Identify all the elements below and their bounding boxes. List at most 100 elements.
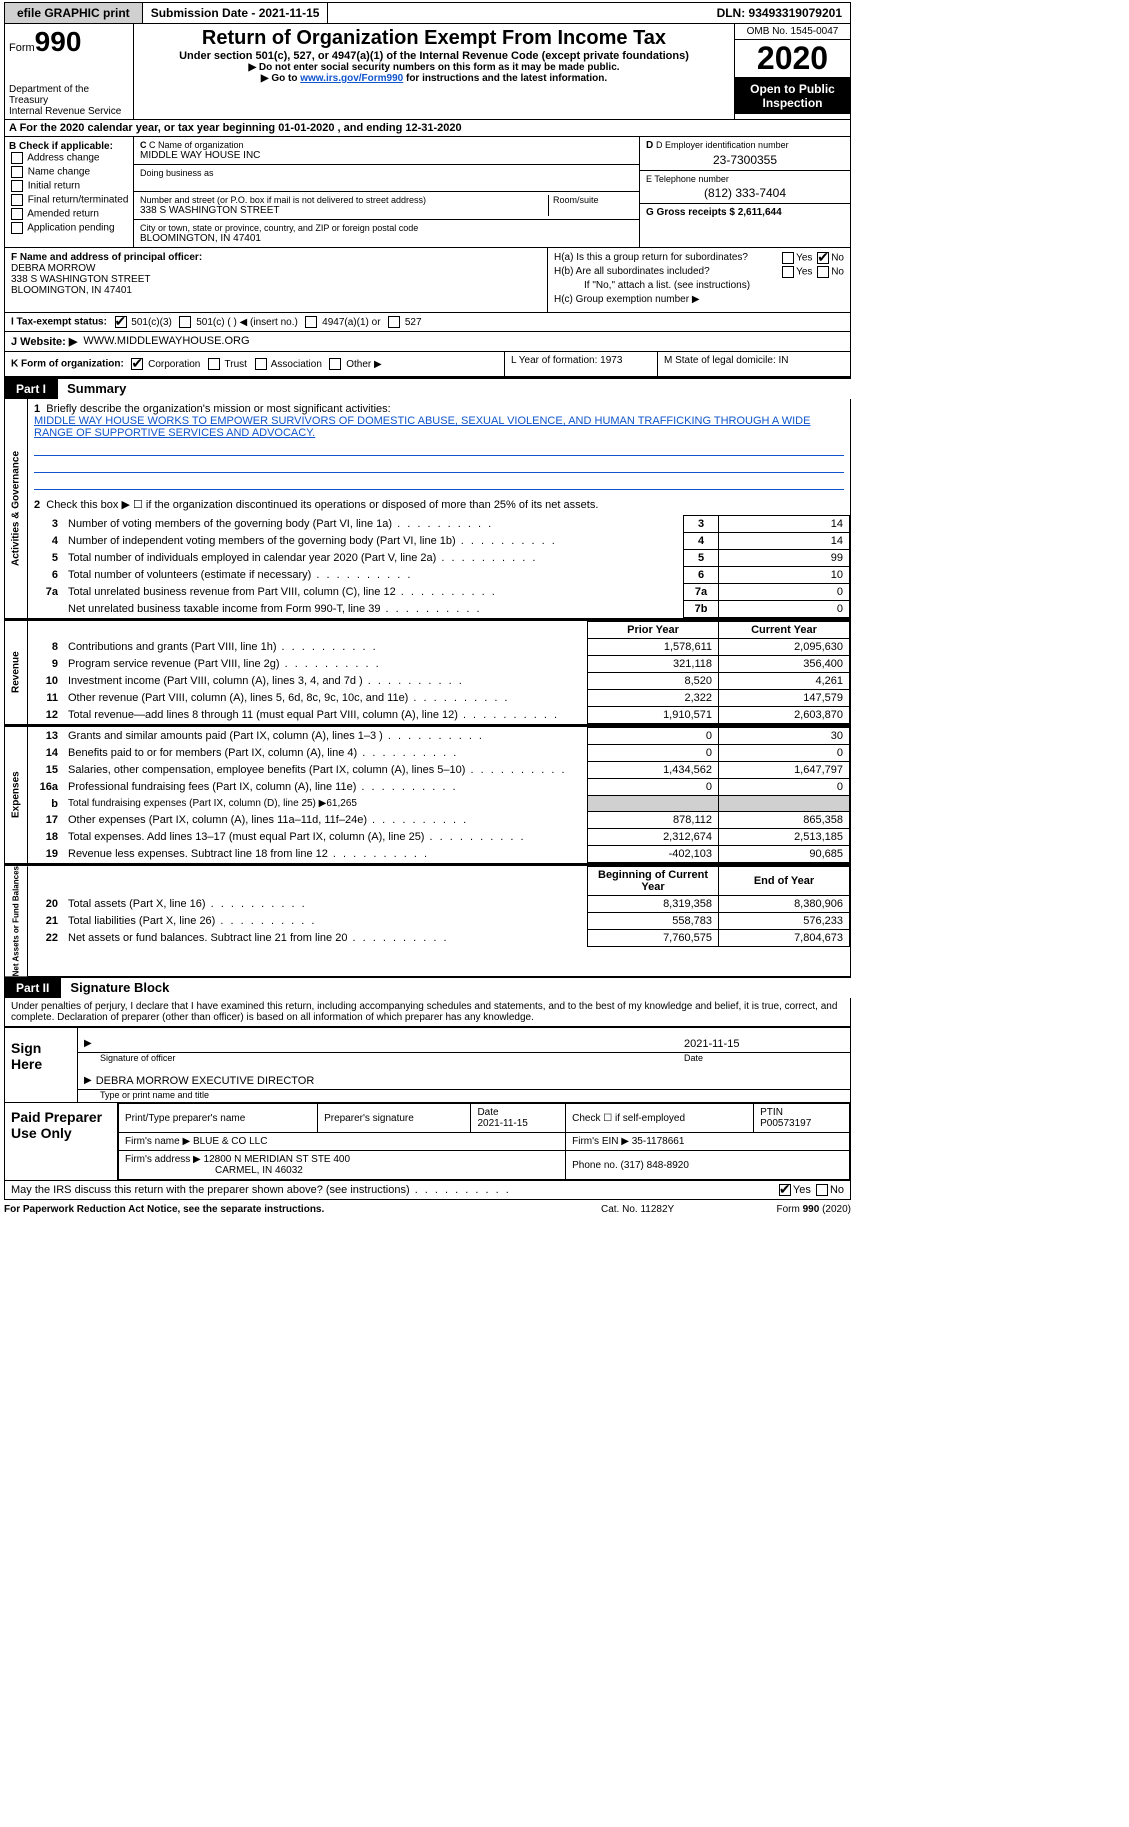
tax-exempt-status: I Tax-exempt status: 501(c)(3) 501(c) ( … bbox=[4, 313, 851, 332]
website-value[interactable]: WWW.MIDDLEWAYHOUSE.ORG bbox=[77, 335, 249, 348]
vlabel-governance: Activities & Governance bbox=[5, 399, 28, 618]
perjury-declaration: Under penalties of perjury, I declare th… bbox=[4, 998, 851, 1027]
k-opt[interactable]: Other ▶ bbox=[322, 359, 382, 370]
efile-print-button[interactable]: efile GRAPHIC print bbox=[5, 3, 143, 23]
part1-header: Part I bbox=[4, 379, 58, 399]
website-label: J Website: ▶ bbox=[11, 335, 77, 348]
sig-date: 2021-11-15 bbox=[684, 1038, 844, 1050]
paid-preparer-label: Paid Preparer Use Only bbox=[5, 1103, 118, 1180]
table-row: 16aProfessional fundraising fees (Part I… bbox=[28, 779, 850, 796]
status-opt[interactable]: 501(c)(3) bbox=[110, 317, 172, 328]
ptin-value: P00573197 bbox=[760, 1118, 811, 1129]
table-row: 17Other expenses (Part IX, column (A), l… bbox=[28, 812, 850, 829]
omb-number: OMB No. 1545-0047 bbox=[735, 24, 850, 40]
goto-note: ▶ Go to www.irs.gov/Form990 for instruct… bbox=[137, 73, 731, 84]
vlabel-expenses: Expenses bbox=[5, 727, 28, 863]
table-row: 21Total liabilities (Part X, line 26)558… bbox=[28, 913, 850, 930]
firm-addr: 12800 N MERIDIAN ST STE 400 bbox=[204, 1154, 351, 1165]
city-state-zip: BLOOMINGTON, IN 47401 bbox=[140, 233, 633, 244]
vlabel-netassets: Net Assets or Fund Balances bbox=[5, 866, 28, 976]
period-line: A For the 2020 calendar year, or tax yea… bbox=[4, 120, 851, 137]
table-row: 3Number of voting members of the governi… bbox=[28, 516, 850, 533]
table-row: 13Grants and similar amounts paid (Part … bbox=[28, 728, 850, 745]
firm-name: BLUE & CO LLC bbox=[193, 1136, 267, 1147]
firm-ein: 35-1178661 bbox=[632, 1136, 685, 1147]
hb-note: If "No," attach a list. (see instruction… bbox=[554, 280, 844, 291]
mission-label: Briefly describe the organization's miss… bbox=[46, 403, 390, 415]
sign-here-label: Sign Here bbox=[5, 1028, 78, 1102]
dept-treasury: Department of the Treasury bbox=[9, 84, 129, 106]
name-sub-label: Type or print name and title bbox=[78, 1090, 850, 1102]
check-applicable: B Check if applicable: Address change Na… bbox=[5, 137, 134, 247]
vlabel-revenue: Revenue bbox=[5, 621, 28, 724]
table-row: 18Total expenses. Add lines 13–17 (must … bbox=[28, 829, 850, 846]
triangle-icon: ▶ bbox=[84, 1075, 92, 1087]
table-row: 6Total number of volunteers (estimate if… bbox=[28, 567, 850, 584]
cat-no: Cat. No. 11282Y bbox=[601, 1204, 721, 1215]
status-opt[interactable]: 527 bbox=[381, 317, 422, 328]
officer-print-name: DEBRA MORROW EXECUTIVE DIRECTOR bbox=[96, 1075, 844, 1087]
table-row: 12Total revenue—add lines 8 through 11 (… bbox=[28, 707, 850, 724]
check-item[interactable]: Initial return bbox=[9, 180, 129, 192]
form-of-org: K Form of organization: Corporation Trus… bbox=[5, 352, 504, 376]
table-row: Net unrelated business taxable income fr… bbox=[28, 601, 850, 618]
table-row: 7aTotal unrelated business revenue from … bbox=[28, 584, 850, 601]
prep-sig-hdr: Preparer's signature bbox=[318, 1104, 471, 1133]
check-item[interactable]: Name change bbox=[9, 166, 129, 178]
mission-text: MIDDLE WAY HOUSE WORKS TO EMPOWER SURVIV… bbox=[34, 415, 810, 439]
discuss-yes-check[interactable] bbox=[779, 1184, 791, 1196]
table-row: bTotal fundraising expenses (Part IX, co… bbox=[28, 796, 850, 812]
gross-receipts: G Gross receipts $ 2,611,644 bbox=[646, 207, 844, 218]
year-formation: L Year of formation: 1973 bbox=[504, 352, 657, 376]
prep-name-hdr: Print/Type preparer's name bbox=[119, 1104, 318, 1133]
table-row: 19Revenue less expenses. Subtract line 1… bbox=[28, 846, 850, 863]
self-employed-check: Check ☐ if self-employed bbox=[566, 1104, 754, 1133]
k-opt[interactable]: Trust bbox=[200, 359, 247, 370]
status-opt[interactable]: 501(c) ( ) ◀ (insert no.) bbox=[172, 317, 298, 328]
table-row: 9Program service revenue (Part VIII, lin… bbox=[28, 656, 850, 673]
officer-name: DEBRA MORROW bbox=[11, 263, 541, 274]
table-row: 10Investment income (Part VIII, column (… bbox=[28, 673, 850, 690]
org-name: MIDDLE WAY HOUSE INC bbox=[140, 150, 633, 161]
form-title: Return of Organization Exempt From Incom… bbox=[137, 27, 731, 50]
sig-officer-label: Signature of officer bbox=[78, 1053, 662, 1065]
check-item[interactable]: Final return/terminated bbox=[9, 194, 129, 206]
table-row: 20Total assets (Part X, line 16)8,319,35… bbox=[28, 896, 850, 913]
table-row: 22Net assets or fund balances. Subtract … bbox=[28, 930, 850, 947]
triangle-icon: ▶ bbox=[84, 1038, 92, 1050]
part2-header: Part II bbox=[4, 978, 61, 998]
form-header: Form990 Department of the Treasury Inter… bbox=[4, 24, 851, 120]
submission-date: Submission Date - 2021-11-15 bbox=[143, 3, 329, 23]
hb-line: H(b) Are all subordinates included? Yes … bbox=[554, 266, 844, 277]
form-footer: Form 990 (2020) bbox=[721, 1204, 851, 1215]
part2-title: Signature Block bbox=[64, 980, 169, 995]
k-opt[interactable]: Association bbox=[247, 359, 322, 370]
check-item[interactable]: Application pending bbox=[9, 222, 129, 234]
open-to-public: Open to Public Inspection bbox=[735, 78, 850, 114]
firm-phone: (317) 848-8920 bbox=[621, 1160, 689, 1171]
tax-year: 2020 bbox=[735, 40, 850, 78]
discuss-no-check[interactable] bbox=[816, 1184, 828, 1196]
firm-addr2: CARMEL, IN 46032 bbox=[125, 1165, 303, 1176]
form-number: Form990 bbox=[9, 26, 129, 58]
table-row: 8Contributions and grants (Part VIII, li… bbox=[28, 639, 850, 656]
k-opt[interactable]: Corporation bbox=[127, 359, 201, 370]
table-row: 14Benefits paid to or for members (Part … bbox=[28, 745, 850, 762]
expenses-table: 13Grants and similar amounts paid (Part … bbox=[28, 727, 850, 863]
phone-value: (812) 333-7404 bbox=[646, 184, 844, 200]
paperwork-notice: For Paperwork Reduction Act Notice, see … bbox=[4, 1204, 601, 1215]
prep-date: 2021-11-15 bbox=[477, 1118, 527, 1129]
state-domicile: M State of legal domicile: IN bbox=[657, 352, 850, 376]
netassets-table: Beginning of Current YearEnd of Year20To… bbox=[28, 866, 850, 947]
table-row: 5Total number of individuals employed in… bbox=[28, 550, 850, 567]
table-row: 15Salaries, other compensation, employee… bbox=[28, 762, 850, 779]
street-address: 338 S WASHINGTON STREET bbox=[140, 205, 548, 216]
discuss-question: May the IRS discuss this return with the… bbox=[11, 1184, 777, 1196]
irs-link[interactable]: www.irs.gov/Form990 bbox=[300, 73, 403, 84]
check-item[interactable]: Amended return bbox=[9, 208, 129, 220]
table-row: 11Other revenue (Part VIII, column (A), … bbox=[28, 690, 850, 707]
check-item[interactable]: Address change bbox=[9, 152, 129, 164]
governance-table: 3Number of voting members of the governi… bbox=[28, 515, 850, 618]
status-opt[interactable]: 4947(a)(1) or bbox=[298, 317, 381, 328]
ein-value: 23-7300355 bbox=[646, 151, 844, 167]
